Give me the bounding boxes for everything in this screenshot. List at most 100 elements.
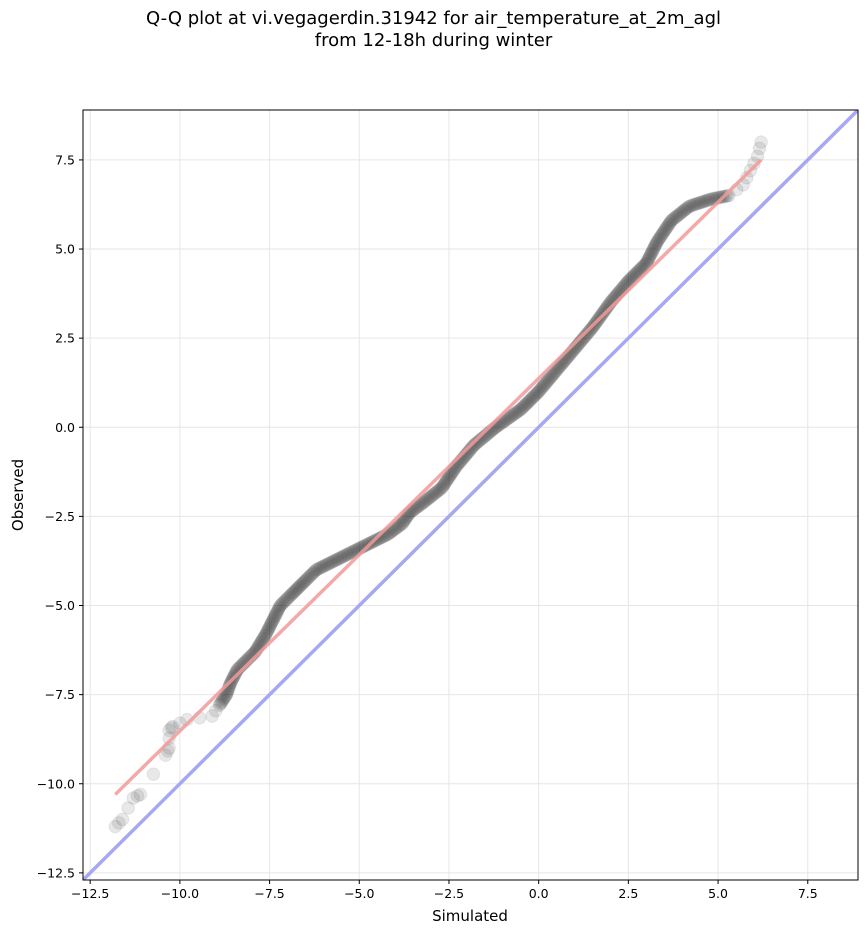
data-point — [316, 559, 331, 574]
data-point — [515, 401, 529, 416]
x-tick-label: 7.5 — [798, 886, 818, 901]
data-point — [739, 170, 754, 185]
data-point — [690, 196, 704, 211]
data-point — [705, 191, 720, 206]
x-tick-label: −5.0 — [344, 886, 374, 901]
data-point — [580, 326, 595, 341]
y-tick-label: −7.5 — [45, 687, 75, 702]
data-point — [629, 266, 644, 281]
data-point — [517, 399, 531, 413]
data-point — [325, 555, 339, 569]
chart-title-line-1: Q-Q plot at vi.vegagerdin.31942 for air_… — [146, 8, 721, 29]
data-point — [130, 789, 145, 803]
data-point — [631, 264, 646, 278]
data-point — [308, 564, 322, 578]
data-point — [443, 467, 458, 482]
data-point — [619, 276, 634, 291]
data-point — [400, 510, 414, 524]
data-point — [414, 497, 429, 511]
data-point — [544, 369, 559, 384]
data-point — [372, 531, 387, 546]
data-point — [674, 205, 689, 220]
data-point — [578, 329, 592, 344]
grid — [83, 110, 858, 880]
data-point — [275, 596, 290, 610]
data-point — [345, 545, 359, 559]
data-point — [696, 194, 711, 209]
data-point — [299, 572, 314, 587]
data-point — [682, 199, 697, 214]
y-tick-label: −10.0 — [37, 776, 75, 791]
data-point — [286, 585, 301, 600]
data-point — [512, 403, 527, 418]
data-point — [420, 492, 435, 506]
data-point — [126, 791, 141, 805]
data-point — [539, 376, 553, 390]
data-point — [346, 544, 361, 559]
data-point — [298, 573, 313, 588]
data-point — [651, 233, 665, 248]
data-point — [622, 273, 637, 287]
data-point — [678, 202, 693, 217]
data-point — [411, 499, 426, 513]
axis-ticks: −12.5 −10.0 −7.5 −5.0 −2.5 0.0 2.5 5.0 7.5 −12.5 −… — [37, 152, 818, 901]
data-point — [256, 631, 271, 645]
data-point — [121, 801, 136, 815]
data-point — [673, 206, 688, 221]
data-point — [645, 243, 660, 258]
data-point — [653, 229, 668, 244]
data-point — [359, 538, 374, 552]
data-point — [435, 479, 450, 494]
data-point — [669, 209, 684, 224]
data-point — [296, 575, 311, 590]
data-point — [433, 482, 448, 496]
data-point — [265, 614, 280, 628]
data-point — [426, 488, 440, 502]
data-point — [548, 364, 563, 379]
data-point — [307, 565, 321, 580]
data-point — [214, 695, 228, 710]
data-point — [650, 235, 664, 249]
data-point — [628, 267, 642, 282]
y-tick-label: 2.5 — [55, 331, 75, 346]
data-point — [636, 259, 650, 274]
data-point — [646, 242, 661, 256]
data-point — [269, 605, 284, 620]
data-point — [643, 249, 657, 263]
data-point — [643, 247, 658, 262]
data-point — [294, 578, 308, 592]
data-point — [676, 204, 690, 219]
data-point — [270, 604, 285, 619]
data-point — [652, 231, 667, 245]
data-point — [648, 237, 663, 252]
x-tick-label: −2.5 — [434, 886, 464, 901]
data-point — [623, 272, 638, 286]
data-point — [415, 496, 430, 510]
data-point — [269, 607, 283, 621]
data-point — [642, 250, 656, 265]
data-point — [468, 437, 483, 451]
data-point — [258, 628, 272, 643]
data-point — [312, 561, 326, 576]
data-point — [499, 412, 513, 427]
data-point — [754, 135, 768, 149]
data-point — [146, 767, 161, 781]
data-point — [396, 515, 411, 529]
data-point — [428, 486, 443, 500]
data-point — [280, 591, 295, 606]
data-point — [542, 372, 557, 386]
data-point — [465, 440, 479, 455]
data-point — [677, 203, 692, 218]
data-point — [217, 691, 231, 706]
y-axis-label: Observed — [9, 459, 27, 531]
data-point — [257, 629, 272, 644]
data-point — [747, 156, 761, 171]
data-point — [509, 405, 524, 420]
data-point — [208, 703, 223, 718]
data-point — [694, 195, 709, 209]
data-point — [273, 598, 288, 613]
data-point — [524, 392, 538, 407]
data-point — [212, 698, 227, 713]
data-point — [665, 212, 680, 227]
data-point — [597, 304, 611, 319]
